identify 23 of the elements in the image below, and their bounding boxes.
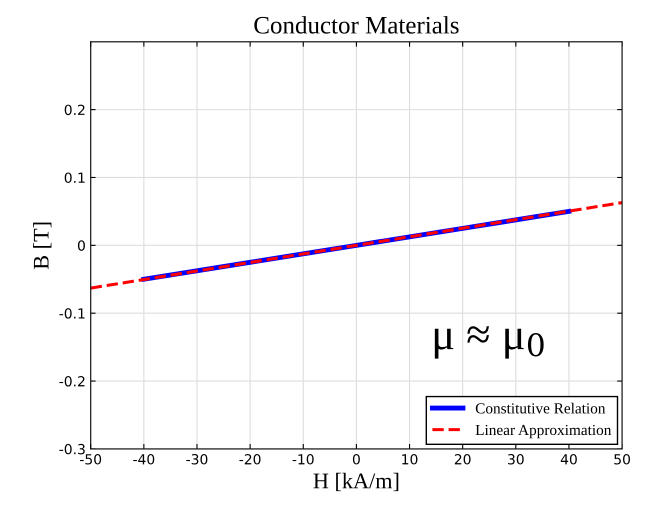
x-tick-label: 30: [508, 454, 524, 465]
x-tick-label: 10: [402, 454, 418, 465]
x-tick-label: 0: [352, 454, 360, 465]
y-tick-label: -0.2: [59, 376, 84, 387]
x-tick-label: -10: [292, 454, 314, 465]
y-tick-label: 0: [78, 240, 85, 251]
chart-title: Conductor Materials: [254, 16, 459, 34]
x-tick-label: -50: [80, 454, 102, 465]
annotation: μ ≈ μ$_{0}$: [434, 326, 544, 359]
y-tick-label: -0.3: [59, 444, 85, 454]
x-tick-label: -40: [133, 454, 154, 465]
legend-label: Constitutive Relation: [476, 402, 606, 414]
x-tick-label: 40: [560, 454, 577, 465]
y-axis-title: B [T]: [33, 222, 52, 270]
x-tick-label: -30: [186, 454, 208, 465]
x-axis-title: H [kA/m]: [314, 472, 398, 492]
legend-label: Linear Approximation: [476, 424, 612, 438]
y-tick-label: 0.2: [64, 104, 84, 116]
x-tick-label: 20: [454, 454, 471, 465]
x-tick-label: -20: [239, 454, 261, 465]
x-tick-label: 50: [614, 454, 630, 465]
y-tick-label: -0.1: [59, 308, 85, 319]
y-tick-label: 0.1: [64, 172, 85, 183]
